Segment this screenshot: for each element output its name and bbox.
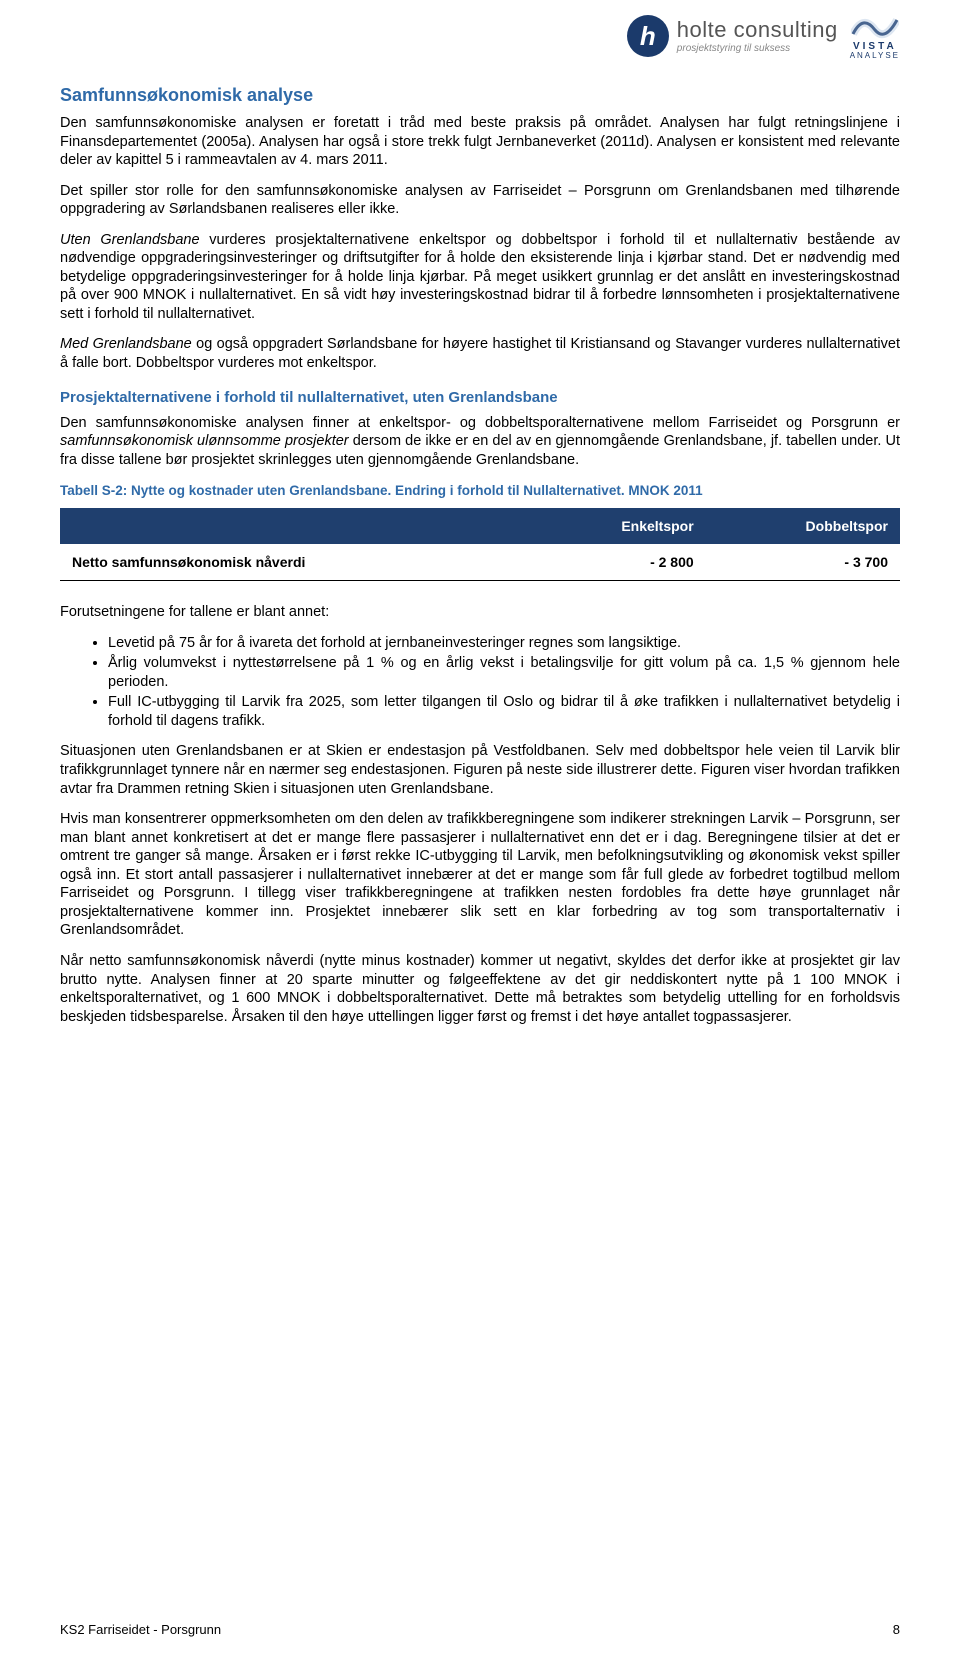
- body-paragraph: Med Grenlandsbane og også oppgradert Sør…: [60, 335, 900, 372]
- table-header-cell: [60, 508, 530, 544]
- table-header-cell: Dobbeltspor: [706, 508, 900, 544]
- page-footer: KS2 Farriseidet - Porsgrunn 8: [60, 1622, 900, 1637]
- body-paragraph: Uten Grenlandsbane vurderes prosjektalte…: [60, 231, 900, 324]
- page-header: h holte consulting prosjektstyring til s…: [627, 12, 900, 60]
- table-caption: Tabell S-2: Nytte og kostnader uten Gren…: [60, 483, 900, 498]
- section-title: Samfunnsøkonomisk analyse: [60, 85, 900, 106]
- body-paragraph: Forutsetningene for tallene er blant ann…: [60, 603, 900, 622]
- body-paragraph: Den samfunnsøkonomiske analysen finner a…: [60, 414, 900, 470]
- table-header-row: Enkeltspor Dobbeltspor: [60, 508, 900, 544]
- holte-logo: h holte consulting prosjektstyring til s…: [627, 15, 838, 57]
- table-cell: Netto samfunnsøkonomisk nåverdi: [60, 544, 530, 581]
- table-header-cell: Enkeltspor: [530, 508, 706, 544]
- holte-logo-tagline: prosjektstyring til suksess: [677, 43, 838, 54]
- list-item: Full IC-utbygging til Larvik fra 2025, s…: [108, 693, 900, 730]
- list-item: Levetid på 75 år for å ivareta det forho…: [108, 634, 900, 653]
- body-paragraph: Situasjonen uten Grenlandsbanen er at Sk…: [60, 742, 900, 798]
- emphasis-text: Uten Grenlandsbane: [60, 232, 200, 248]
- holte-logo-text: holte consulting: [677, 18, 838, 42]
- footer-page-number: 8: [893, 1622, 900, 1637]
- emphasis-text: Med Grenlandsbane: [60, 336, 192, 352]
- table-cell: - 3 700: [706, 544, 900, 581]
- body-paragraph: Når netto samfunnsøkonomisk nåverdi (nyt…: [60, 952, 900, 1026]
- vista-logo-icon: [851, 12, 899, 42]
- table-row: Netto samfunnsøkonomisk nåverdi - 2 800 …: [60, 544, 900, 581]
- body-paragraph: Hvis man konsentrerer oppmerksomheten om…: [60, 810, 900, 940]
- data-table: Enkeltspor Dobbeltspor Netto samfunnsøko…: [60, 508, 900, 581]
- document-content: Samfunnsøkonomisk analyse Den samfunnsøk…: [60, 30, 900, 1026]
- bullet-list: Levetid på 75 år for å ivareta det forho…: [60, 634, 900, 731]
- holte-logo-icon: h: [627, 15, 669, 57]
- vista-logo: VISTA ANALYSE: [850, 12, 900, 60]
- vista-logo-sub: ANALYSE: [850, 52, 900, 60]
- subsection-title: Prosjektalternativene i forhold til null…: [60, 389, 900, 406]
- table-cell: - 2 800: [530, 544, 706, 581]
- list-item: Årlig volumvekst i nyttestørrelsene på 1…: [108, 654, 900, 691]
- body-paragraph: Den samfunnsøkonomiske analysen er foret…: [60, 114, 900, 170]
- emphasis-text: samfunnsøkonomisk ulønnsomme prosjekter: [60, 433, 349, 449]
- footer-left: KS2 Farriseidet - Porsgrunn: [60, 1622, 221, 1637]
- body-text: Den samfunnsøkonomiske analysen finner a…: [60, 415, 900, 431]
- body-paragraph: Det spiller stor rolle for den samfunnsø…: [60, 182, 900, 219]
